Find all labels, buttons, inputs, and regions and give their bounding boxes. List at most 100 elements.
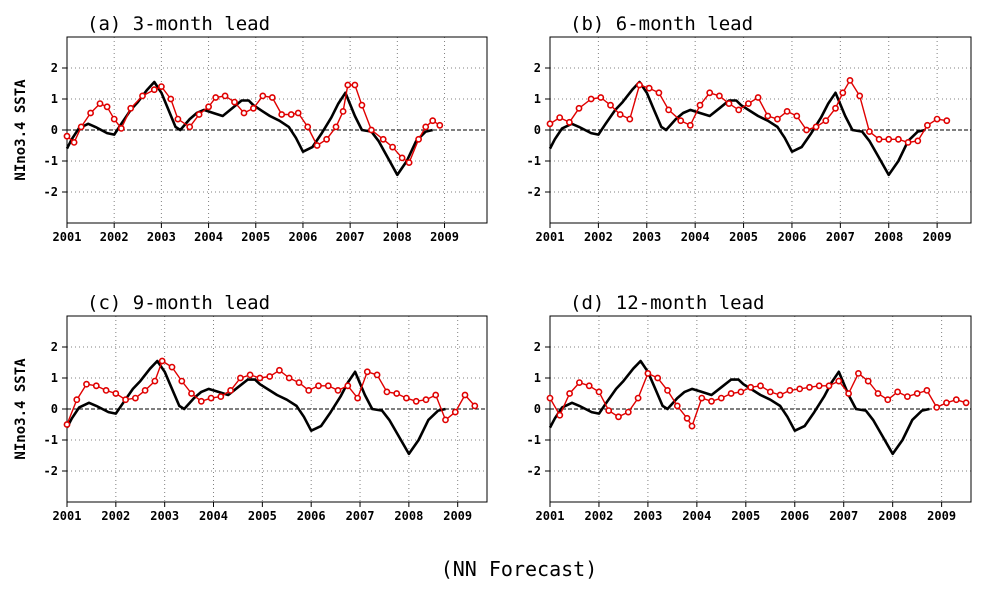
y-tick-label: 2 (51, 340, 58, 354)
x-tick-label: 2008 (874, 230, 903, 244)
forecast-point (157, 83, 165, 90)
forecast-point (645, 84, 653, 92)
forecast-point (735, 106, 743, 114)
x-tick-label: 2005 (241, 230, 270, 244)
panel-title: (a) 3-month lead (87, 13, 270, 35)
forecast-point (110, 115, 118, 123)
forecast-point (624, 408, 632, 416)
forecast-point (913, 390, 921, 397)
forecast-point (727, 390, 735, 397)
forecast-point (205, 103, 212, 111)
forecast-point (324, 382, 332, 390)
forecast-point (708, 397, 715, 405)
forecast-point (393, 390, 401, 397)
forecast-point (783, 108, 791, 115)
y-tick-label: -1 (44, 433, 58, 447)
x-tick-label: 2007 (829, 509, 858, 523)
forecast-point (673, 402, 681, 410)
forecast-point (186, 123, 194, 131)
forecast-point (665, 106, 672, 114)
forecast-point (884, 396, 892, 404)
forecast-point (103, 103, 111, 111)
forecast-point (696, 101, 704, 109)
forecast-point (344, 382, 352, 390)
forecast-point (315, 382, 322, 390)
x-tick-label: 2003 (633, 509, 662, 523)
forecast-point (167, 95, 175, 103)
forecast-point (688, 422, 696, 430)
forecast-point (151, 377, 159, 385)
forecast-point (615, 413, 622, 421)
forecast-point (471, 402, 479, 410)
forecast-point (894, 388, 901, 396)
forecast-point (259, 92, 267, 100)
forecast-point (207, 394, 215, 402)
x-tick-label: 2007 (346, 509, 375, 523)
x-tick-label: 2001 (53, 509, 82, 523)
forecast-point (575, 104, 583, 112)
forecast-point (92, 382, 100, 390)
forecast-point (195, 111, 203, 118)
forecast-point (654, 374, 662, 382)
forecast-point (398, 154, 406, 162)
forecast-point (556, 411, 564, 419)
forecast-point (278, 111, 286, 118)
forecast-point (285, 374, 293, 382)
y-axis-label: NIno3.4 SSTA (13, 358, 29, 460)
x-tick-label: 2005 (248, 509, 277, 523)
forecast-point (698, 394, 706, 402)
y-tick-label: -1 (44, 154, 58, 168)
x-tick-label: 2009 (443, 509, 472, 523)
x-tick-label: 2003 (147, 230, 176, 244)
forecast-point (442, 416, 449, 424)
forecast-point (266, 373, 274, 380)
forecast-point (351, 81, 359, 89)
x-tick-label: 2006 (297, 509, 326, 523)
forecast-point (757, 382, 764, 390)
forecast-point (354, 394, 361, 402)
forecast-point (636, 81, 643, 89)
forecast-point (943, 117, 951, 125)
panel-title: (c) 9-month lead (87, 292, 270, 314)
forecast-point (595, 388, 603, 396)
forecast-point (725, 100, 733, 107)
x-tick-label: 2003 (150, 509, 179, 523)
forecast-point (141, 386, 149, 394)
forecast-point (576, 379, 583, 386)
panels-group: 2001 2002 2003 2004 2005 2006 2007 2008 2009-2-1… (13, 13, 972, 523)
y-tick-label: 2 (534, 61, 541, 75)
forecast-point (73, 396, 81, 404)
forecast-point (933, 403, 941, 411)
forecast-point (246, 371, 254, 379)
figure-footer: (NN Forecast) (441, 557, 598, 581)
forecast-point (150, 86, 158, 94)
y-tick-label: 0 (534, 402, 541, 416)
forecast-point (626, 115, 634, 123)
forecast-point (716, 92, 723, 100)
forecast-point (895, 135, 902, 143)
x-tick-label: 2006 (780, 509, 809, 523)
forecast-point (415, 135, 422, 143)
panel-2: 2001 2002 2003 2004 2005 2006 2007 2008 2009 -2 -1… (527, 13, 972, 244)
forecast-point (294, 109, 302, 117)
forecast-point (815, 382, 823, 390)
forecast-point (933, 115, 941, 123)
forecast-point (429, 117, 437, 125)
forecast-point (313, 142, 321, 149)
forecast-point (634, 394, 642, 402)
forecast-point (866, 128, 873, 135)
forecast-point (914, 137, 922, 145)
y-tick-label: 1 (51, 371, 58, 385)
forecast-point (885, 135, 893, 143)
forecast-point (677, 117, 685, 125)
forecast-point (77, 123, 85, 131)
forecast-point (112, 390, 120, 397)
y-tick-label: 0 (51, 402, 58, 416)
forecast-point (952, 396, 960, 404)
panel-title: (d) 12-month lead (570, 292, 764, 314)
forecast-point (806, 383, 813, 391)
forecast-point (402, 394, 410, 402)
forecast-line (66, 360, 476, 425)
forecast-point (461, 391, 469, 399)
x-tick-label: 2005 (729, 230, 758, 244)
